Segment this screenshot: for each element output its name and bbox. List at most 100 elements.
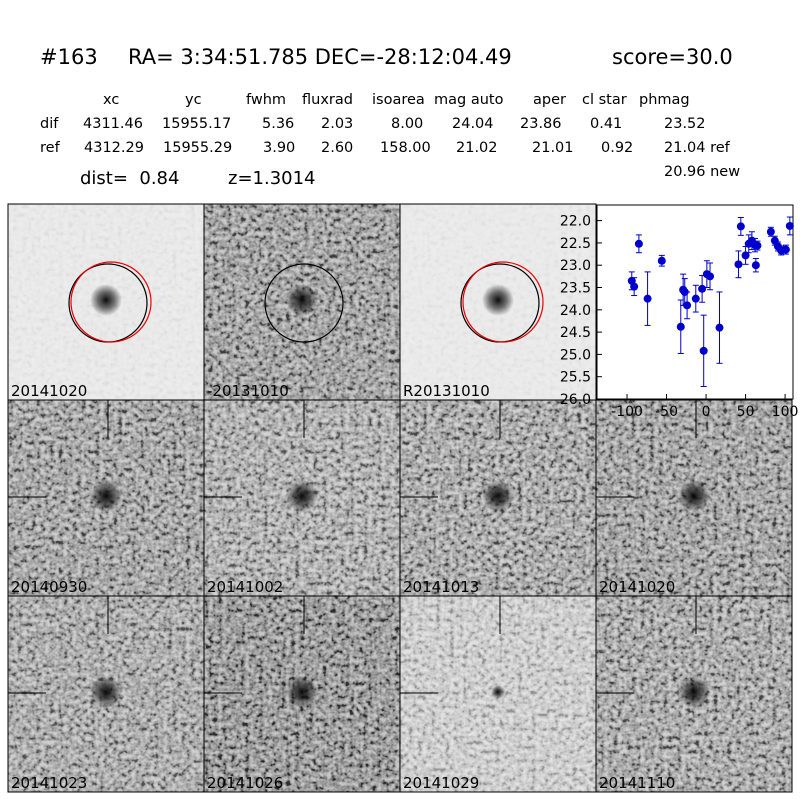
image-panel: 20141110 — [595, 595, 793, 793]
point — [781, 245, 790, 254]
source — [90, 676, 122, 708]
y-tick-label: 25.5 — [560, 370, 591, 386]
image-panel: 20141013 — [399, 399, 597, 597]
point — [766, 227, 775, 236]
table-cell: 15955.29 — [163, 140, 232, 156]
panel-label: R20131010 — [403, 382, 490, 400]
table-cell: 2.03 — [321, 116, 353, 132]
column-header: fluxrad — [302, 92, 353, 108]
column-header: phmag — [639, 92, 690, 108]
image-panel: 20141023 — [7, 595, 205, 793]
score: score=30.0 — [612, 45, 733, 69]
point — [676, 322, 685, 331]
y-tick-label: 25.0 — [560, 347, 591, 363]
y-tick-label: 24.0 — [560, 303, 591, 319]
table-cell: 15955.17 — [162, 116, 231, 132]
y-tick-label: 24.5 — [560, 325, 591, 341]
image-panel: 20141020 — [595, 399, 793, 597]
image-panel: 20141002 — [203, 399, 401, 597]
table-cell: 24.04 — [452, 116, 494, 132]
point — [741, 251, 750, 260]
source — [678, 676, 710, 708]
point — [634, 239, 643, 248]
image-panel: 20140930 — [7, 399, 205, 597]
table-cell: 4312.29 — [84, 140, 144, 156]
image-panel: R20131010 — [399, 203, 597, 401]
point — [715, 323, 724, 332]
panel-label: 20141029 — [403, 774, 479, 792]
panel-frame — [595, 595, 793, 793]
column-header: yc — [185, 92, 202, 108]
x-tick-label: -100 — [611, 404, 643, 420]
point — [657, 256, 666, 265]
point — [736, 222, 745, 231]
x-tick-label: 100 — [772, 404, 799, 420]
source — [678, 480, 710, 512]
panel-label: 20141020 — [599, 578, 675, 596]
point — [751, 261, 760, 270]
source — [286, 480, 318, 512]
table-cell: 23.86 — [520, 116, 562, 132]
point — [699, 346, 708, 355]
object-id: #163 — [40, 45, 98, 69]
table-cell: 5.36 — [262, 116, 294, 132]
coordinates: RA= 3:34:51.785 DEC=-28:12:04.49 — [128, 45, 512, 69]
aperture-black — [264, 263, 344, 343]
table-cell: 23.52 — [664, 116, 706, 132]
row-label: dif — [40, 116, 59, 132]
y-tick-label: 22.0 — [560, 214, 591, 230]
y-tick-label: 26.0 — [560, 392, 591, 408]
column-header: cl star — [582, 92, 627, 108]
source — [286, 676, 318, 708]
table-cell: 3.90 — [263, 140, 295, 156]
y-tick-label: 23.5 — [560, 281, 591, 297]
point — [785, 221, 794, 230]
redshift: z=1.3014 — [228, 168, 316, 189]
table-cell: 21.04 ref — [664, 140, 731, 156]
table-cell: 2.60 — [321, 140, 353, 156]
row-label: ref — [40, 140, 61, 156]
source — [482, 284, 514, 316]
point — [734, 260, 743, 269]
source — [482, 480, 514, 512]
point — [753, 241, 762, 250]
table-cell: 21.02 — [456, 140, 498, 156]
y-tick-label: 22.5 — [560, 236, 591, 252]
table-cell: 21.01 — [532, 140, 574, 156]
table-cell: 4311.46 — [83, 116, 143, 132]
point — [630, 282, 639, 291]
column-header: fwhm — [246, 92, 286, 108]
x-tick-label: 50 — [737, 404, 755, 420]
column-header: isoarea — [372, 92, 425, 108]
point — [706, 272, 715, 281]
panel-label: 20141026 — [207, 774, 283, 792]
panel-label: -20131010 — [207, 382, 289, 400]
image-panel: 20141026 — [203, 595, 401, 793]
point — [691, 294, 700, 303]
source — [90, 284, 122, 316]
source — [491, 685, 505, 699]
image-panel: 20141020 — [7, 203, 205, 401]
table-cell: 158.00 — [380, 140, 431, 156]
table-cell: 8.00 — [391, 116, 423, 132]
panel-label: 20140930 — [11, 578, 87, 596]
source — [286, 284, 318, 316]
source — [90, 480, 122, 512]
panel-label: 20141002 — [207, 578, 283, 596]
image-panel: -20131010 — [203, 203, 401, 401]
y-tick-label: 23.0 — [560, 258, 591, 274]
panel-label: 20141013 — [403, 578, 479, 596]
point — [683, 301, 692, 310]
table-cell: 0.41 — [590, 116, 622, 132]
point — [643, 294, 652, 303]
phmag-new: 20.96 new — [664, 164, 740, 180]
point — [698, 284, 707, 293]
panel-label: 20141110 — [599, 774, 675, 792]
image-panel: 20141029 — [399, 595, 597, 793]
panel-label: 20141023 — [11, 774, 87, 792]
column-header: xc — [103, 92, 119, 108]
column-header: aper — [533, 92, 566, 108]
table-cell: 0.92 — [601, 140, 633, 156]
aperture-red — [462, 261, 544, 343]
